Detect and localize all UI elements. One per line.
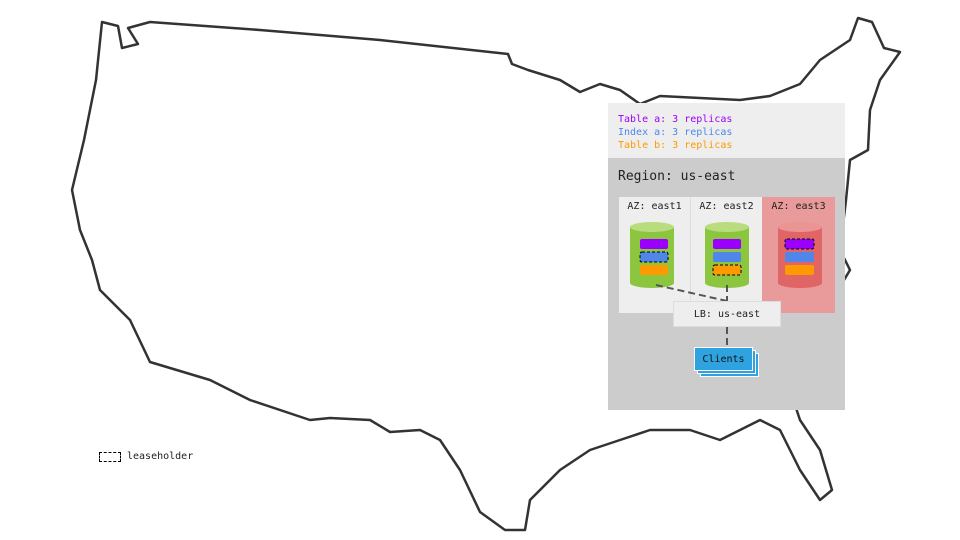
connection-east1-lb <box>655 284 728 302</box>
az-label: AZ: east2 <box>699 201 754 212</box>
az-label: AZ: east3 <box>771 201 826 212</box>
legend-index-a: Index a: 3 replicas <box>618 127 733 138</box>
az-label: AZ: east1 <box>627 201 682 212</box>
region-title: Region: us-east <box>618 169 736 184</box>
table-b-leaseholder <box>712 264 742 276</box>
database-east3-failed <box>778 222 822 288</box>
table-b-replica <box>785 265 814 275</box>
leaseholder-label: leaseholder <box>127 451 194 462</box>
table-a-leaseholder <box>784 238 815 250</box>
index-a-replica <box>713 252 741 262</box>
index-a-leaseholder <box>639 251 669 263</box>
index-a-replica <box>785 252 814 262</box>
load-balancer: LB: us-east <box>673 301 781 327</box>
legend-table-a: Table a: 3 replicas <box>618 114 733 125</box>
leaseholder-key-icon <box>99 452 121 462</box>
database-east2 <box>705 222 749 288</box>
table-b-replica <box>640 265 668 275</box>
database-east1 <box>630 222 674 288</box>
clients-box: Clients <box>694 347 753 371</box>
legend-table-b: Table b: 3 replicas <box>618 140 733 151</box>
table-a-replica <box>640 239 668 249</box>
replica-legend: Table a: 3 replicas Index a: 3 replicas … <box>608 103 845 158</box>
table-a-replica <box>713 239 741 249</box>
